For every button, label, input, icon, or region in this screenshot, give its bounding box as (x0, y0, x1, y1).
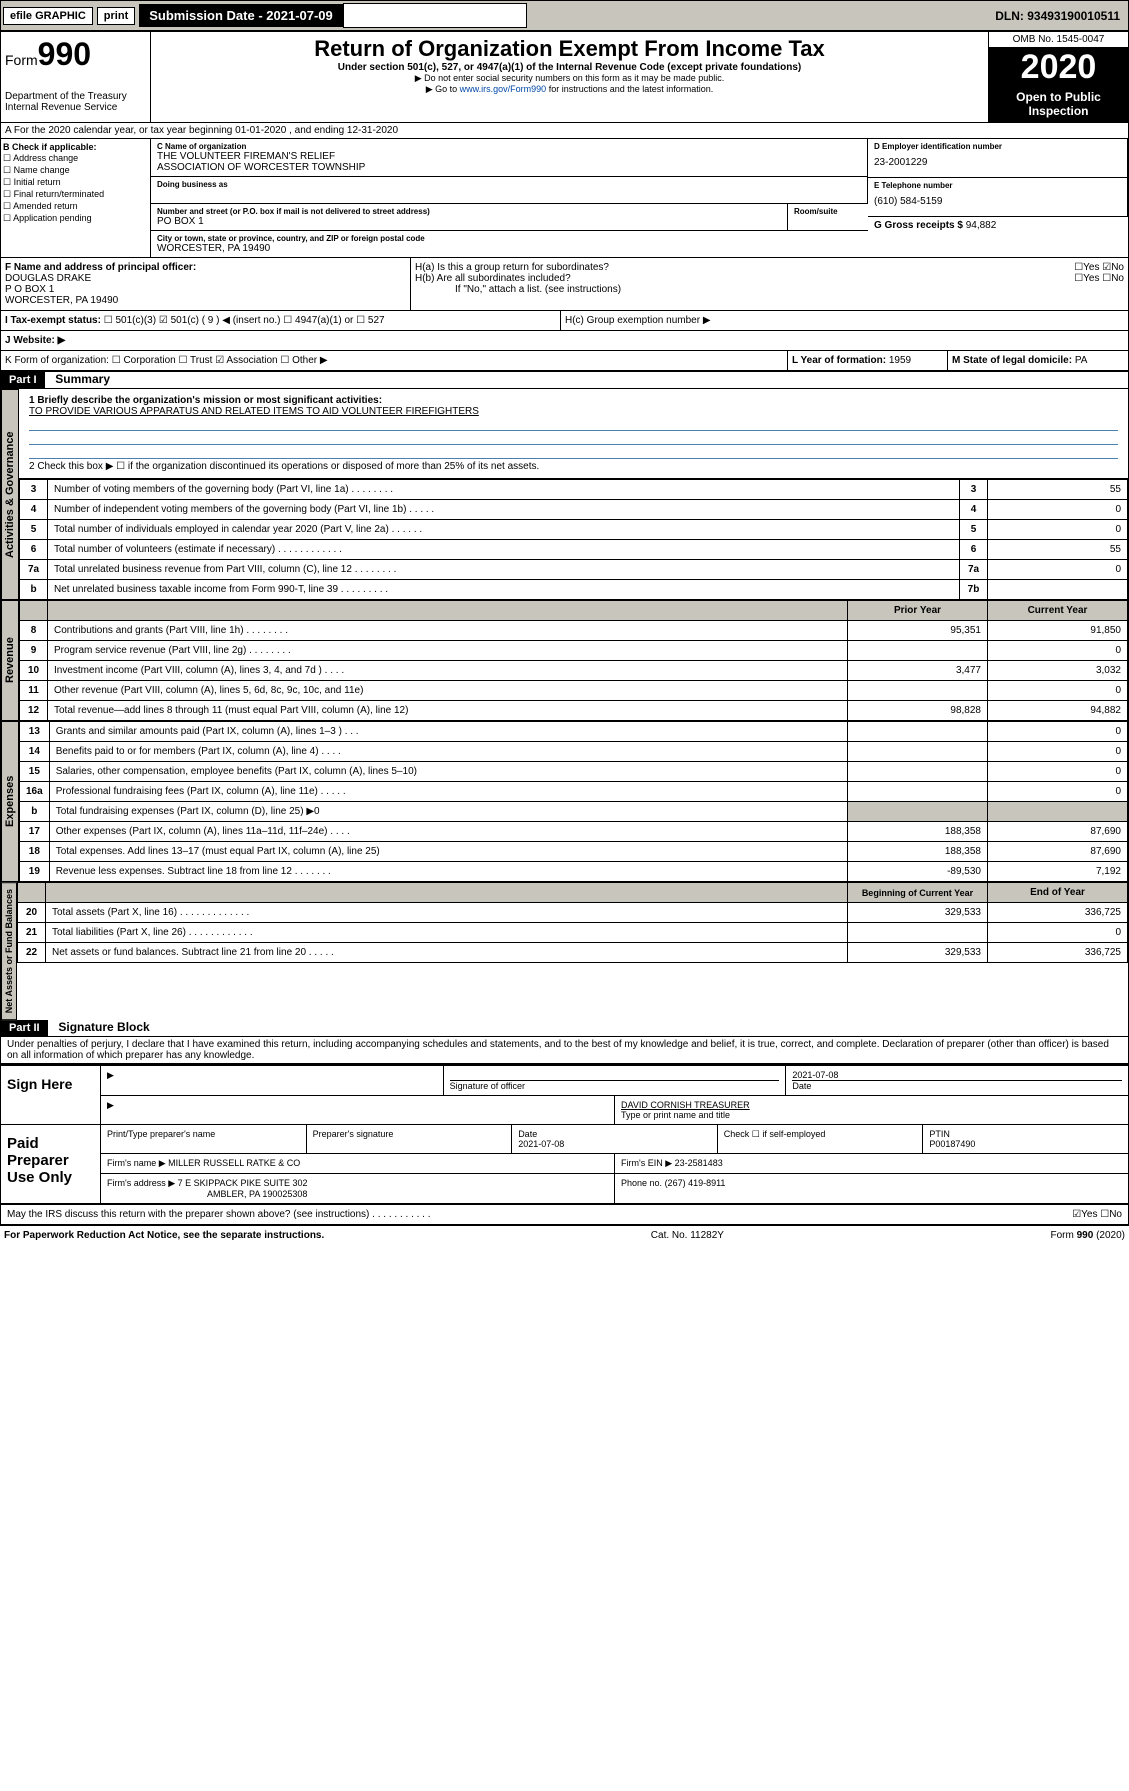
form-footer: Form 990 (2020) (1051, 1230, 1125, 1241)
signature-officer-cell: Signature of officer (444, 1066, 787, 1095)
officer-box: F Name and address of principal officer:… (1, 258, 411, 310)
phone-cell: E Telephone number (610) 584-5159 (868, 178, 1128, 217)
netassets-label: Net Assets or Fund Balances (1, 882, 17, 1020)
part2-header: Part II (1, 1020, 48, 1036)
period-line: A For the 2020 calendar year, or tax yea… (0, 123, 1129, 139)
irs-discuss-question: May the IRS discuss this return with the… (7, 1209, 431, 1220)
form-title-box: Return of Organization Exempt From Incom… (151, 32, 988, 122)
year-box: OMB No. 1545-0047 2020 Open to Public In… (988, 32, 1128, 122)
instructions-link[interactable]: www.irs.gov/Form990 (460, 84, 547, 94)
topbar: efile GRAPHIC print Submission Date - 20… (0, 0, 1129, 31)
cat-no: Cat. No. 11282Y (651, 1230, 724, 1241)
ein-cell: D Employer identification number 23-2001… (868, 139, 1128, 178)
sign-here-label: Sign Here (1, 1066, 101, 1124)
paid-preparer-label: Paid Preparer Use Only (1, 1125, 101, 1203)
expenses-table: 13Grants and similar amounts paid (Part … (19, 721, 1128, 882)
submission-date-label: Submission Date - 2021-07-09 (139, 4, 343, 27)
print-button[interactable]: print (97, 7, 135, 25)
paperwork-notice: For Paperwork Reduction Act Notice, see … (4, 1230, 324, 1241)
governance-table: 3Number of voting members of the governi… (19, 479, 1128, 600)
irs-discuss-answer: ☑Yes ☐No (1072, 1209, 1122, 1220)
form-title: Return of Organization Exempt From Incom… (155, 36, 984, 62)
sign-date-cell: 2021-07-08Date (786, 1066, 1128, 1095)
perjury-statement: Under penalties of perjury, I declare th… (0, 1037, 1129, 1064)
dln: DLN: 93493190010511 (995, 9, 1126, 23)
sign-arrow-icon: ▶ (101, 1066, 444, 1095)
governance-label: Activities & Governance (1, 389, 19, 600)
revenue-label: Revenue (1, 600, 19, 721)
form-id-box: Form990 Department of the Treasury Inter… (1, 32, 151, 122)
efile-button[interactable]: efile GRAPHIC (3, 7, 93, 25)
box-b: B Check if applicable: ☐ Address change … (1, 139, 151, 257)
netassets-table: Beginning of Current YearEnd of Year 20T… (17, 882, 1128, 963)
group-return-box: H(a) Is this a group return for subordin… (411, 258, 1128, 310)
submission-date-spacer (343, 3, 528, 28)
expenses-label: Expenses (1, 721, 19, 882)
part1-header: Part I (1, 372, 45, 388)
officer-name-cell: DAVID CORNISH TREASURERType or print nam… (615, 1096, 1128, 1124)
org-name-cell: C Name of organization THE VOLUNTEER FIR… (151, 139, 868, 177)
revenue-table: Prior YearCurrent Year 8Contributions an… (19, 600, 1128, 721)
